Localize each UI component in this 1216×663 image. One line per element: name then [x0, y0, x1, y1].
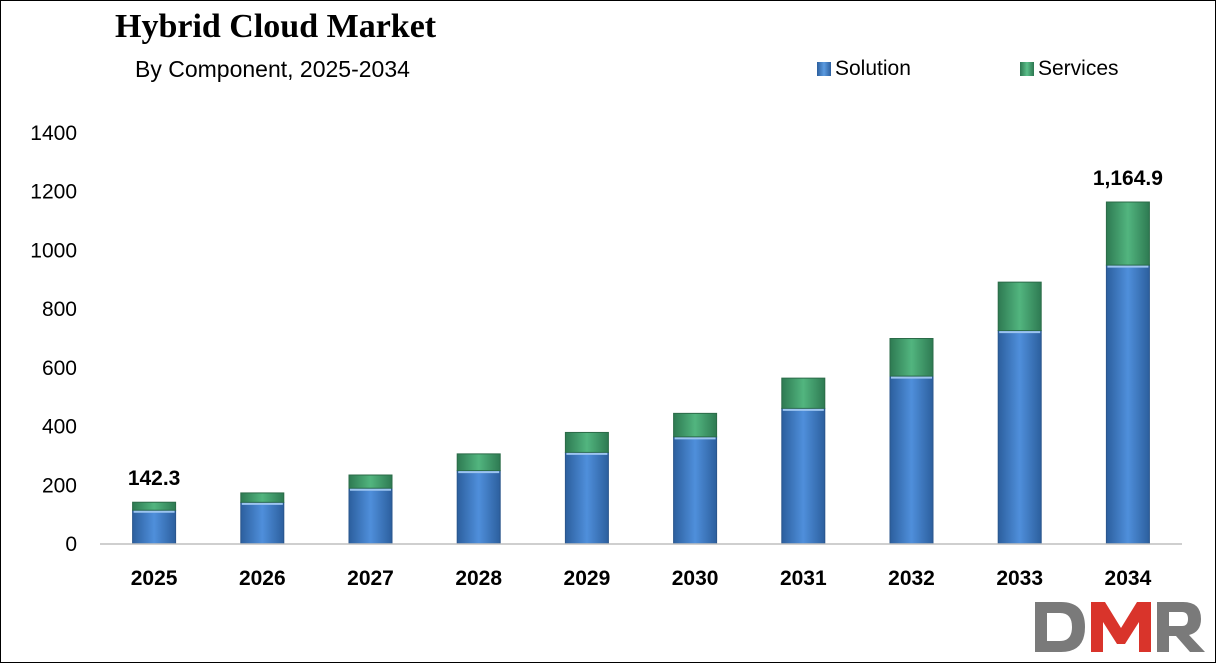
x-tick-label-2034: 2034	[1105, 567, 1152, 590]
y-tick-label: 400	[42, 416, 77, 439]
chart-title: Hybrid Cloud Market	[115, 8, 437, 45]
bar-services-2029	[564, 431, 609, 453]
bar-services-2030	[673, 412, 718, 438]
bar-services-2027	[348, 474, 393, 489]
y-tick-label: 1000	[30, 239, 77, 262]
bar-solution-2026	[240, 501, 285, 545]
y-tick-label: 1400	[30, 122, 77, 145]
bar-services-2031	[781, 377, 826, 409]
bar-solution-2034	[1105, 264, 1150, 545]
legend-swatch-services	[1020, 62, 1034, 76]
x-tick-label-2028: 2028	[455, 567, 502, 590]
dmr-logo	[1035, 602, 1205, 652]
bar-services-2032	[889, 338, 934, 377]
bar-solution-2031	[781, 407, 826, 545]
bar-services-2028	[456, 453, 501, 472]
data-label-2034: 1,164.9	[1093, 167, 1163, 190]
x-tick-label-2029: 2029	[564, 567, 611, 590]
bar-services-2025	[132, 501, 177, 511]
y-tick-label: 1200	[30, 181, 77, 204]
bar-services-2026	[240, 492, 285, 503]
y-tick-label: 200	[42, 474, 77, 497]
y-tick-label: 0	[65, 533, 77, 556]
legend-swatch-solution	[817, 62, 831, 76]
bar-services-2034	[1105, 201, 1150, 266]
legend-label-services: Services	[1038, 57, 1119, 80]
chart-subtitle: By Component, 2025-2034	[135, 56, 410, 82]
x-tick-label-2031: 2031	[780, 567, 827, 590]
x-tick-label-2030: 2030	[672, 567, 719, 590]
data-labels: 142.3 1,164.9	[128, 167, 1163, 490]
bar-solution-2033	[997, 330, 1042, 545]
legend-label-solution: Solution	[835, 57, 911, 80]
bar-solution-2027	[348, 487, 393, 545]
bar-solution-2028	[456, 470, 501, 545]
bar-services-2033	[997, 281, 1042, 332]
y-tick-label: 600	[42, 357, 77, 380]
x-tick-label-2027: 2027	[347, 567, 394, 590]
bar-solution-2032	[889, 375, 934, 545]
y-axis: 0 200 400 600 800 1000 1200 1400	[30, 122, 77, 556]
bar-solution-2029	[564, 451, 609, 545]
bars-group	[132, 201, 1150, 545]
x-tick-label-2026: 2026	[239, 567, 286, 590]
y-tick-label: 800	[42, 298, 77, 321]
bar-solution-2030	[673, 436, 718, 545]
x-axis: 2025 2026 2027 2028 2029 2030 2031 2032 2033 2034	[100, 543, 1182, 590]
x-tick-label-2032: 2032	[888, 567, 935, 590]
legend-item-services: Services	[1020, 57, 1119, 81]
legend-item-solution: Solution	[817, 57, 911, 81]
x-tick-label-2025: 2025	[131, 567, 178, 590]
x-tick-label-2033: 2033	[996, 567, 1043, 590]
bar-solution-2025	[132, 509, 177, 545]
data-label-2025: 142.3	[128, 467, 181, 490]
